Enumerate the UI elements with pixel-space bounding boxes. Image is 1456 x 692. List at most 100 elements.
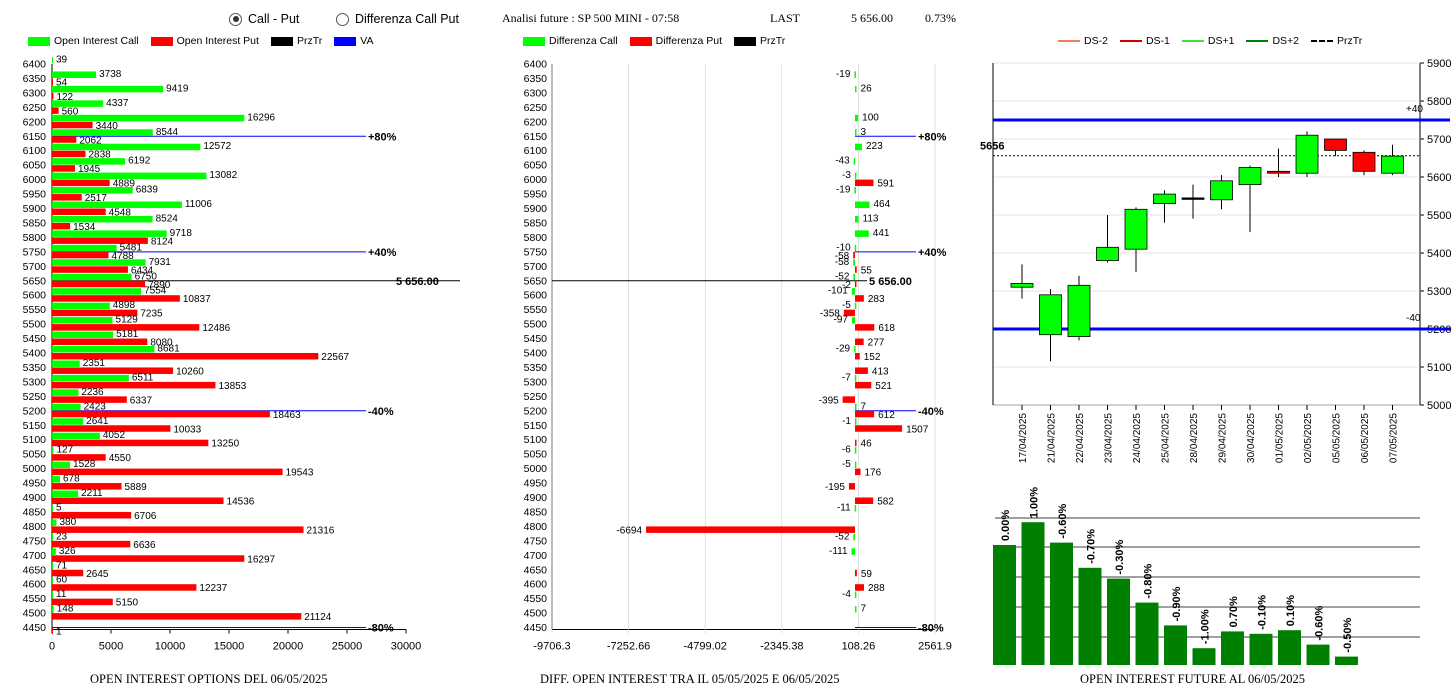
radio-call-put[interactable]: Call - Put [229, 12, 299, 26]
y-tick-label: 4650 [23, 564, 47, 576]
oi-bar-label: -0.50% [1342, 618, 1354, 653]
radio-diff[interactable]: Differenza Call Put [336, 12, 459, 26]
y-tick-label: 5250 [524, 391, 548, 403]
legend-label-ds-m2: DS-2 [1084, 35, 1108, 47]
bar-diff-call-label: -52 [835, 271, 850, 282]
x-tick-label: 25000 [332, 641, 363, 653]
bar-call [52, 57, 53, 64]
y-tick-label: 5450 [23, 333, 47, 345]
bar-call [52, 114, 245, 122]
radio-call-put-dot[interactable] [229, 12, 242, 26]
bar-call [52, 201, 182, 208]
bar-call-label: 9419 [166, 83, 189, 94]
legend-item-put: Open Interest Put [150, 35, 259, 47]
legend-item-call: Open Interest Call [28, 35, 139, 47]
y-tick-label: 6150 [23, 131, 47, 143]
bar-call-label: 8524 [156, 213, 179, 224]
oi-bar [1192, 648, 1216, 665]
bar-diff-call-label: -43 [835, 156, 850, 167]
va-line-label: -80% [368, 623, 394, 635]
bar-call [52, 490, 79, 497]
candle-body [1324, 138, 1347, 151]
bar-diff-call-label: -6 [842, 445, 851, 456]
bar-diff-put-label: 591 [877, 179, 894, 190]
y-tick-label: 4600 [23, 579, 47, 591]
y-tick-label: 6200 [23, 116, 47, 128]
bar-put-label: 21124 [304, 612, 332, 623]
bar-diff-call [851, 288, 856, 295]
bar-diff-put-label: 46 [861, 439, 873, 450]
oi-bar [1278, 630, 1301, 665]
bar-put-label: 7235 [140, 309, 163, 320]
bar-call [52, 273, 132, 281]
bar-call-label: 2641 [86, 416, 109, 427]
bar-diff-put [855, 381, 872, 389]
bar-put-label: 4550 [109, 453, 132, 464]
bar-put-label: 4548 [109, 208, 132, 219]
candle-body [1096, 246, 1119, 262]
bar-call-label: 4898 [113, 300, 136, 311]
bar-diff-call [851, 317, 856, 324]
radio-call-put-label: Call - Put [248, 12, 300, 26]
va-line-label: +80% [368, 131, 397, 143]
bar-diff-call [853, 533, 856, 541]
bar-call-label: 23 [56, 531, 68, 542]
oi-bar [1050, 542, 1073, 665]
bar-call-label: 127 [56, 445, 73, 456]
bar-diff-put [646, 526, 856, 533]
bar-call [52, 577, 53, 584]
y-tick-label: 5750 [23, 246, 47, 258]
x-tick-label: -9706.3 [533, 641, 570, 653]
bar-call [52, 187, 133, 194]
bar-diff-call-label: 223 [866, 141, 883, 152]
bar-put [52, 569, 84, 577]
bar-diff-call-label: 26 [861, 83, 873, 94]
x-tick-label: 06/05/2025 [1360, 413, 1371, 463]
bar-put-label: 3440 [96, 121, 119, 132]
x-tick-label: 30000 [391, 641, 422, 653]
radio-diff-dot[interactable] [336, 12, 349, 26]
y-tick-label: 5850 [524, 217, 548, 229]
x-tick-label: 10000 [155, 641, 186, 653]
bar-put [52, 92, 54, 100]
bar-put [52, 627, 53, 635]
bar-call-label: 2211 [81, 488, 103, 499]
y-tick-label: 5700 [1427, 134, 1451, 146]
bar-put-label: 2838 [88, 150, 111, 161]
bar-put [52, 194, 82, 201]
y-tick-label: 5450 [524, 333, 548, 345]
bar-diff-call-label: -58 [835, 257, 850, 268]
va-line-label: -40% [918, 406, 944, 418]
oi-bar-label: -0.30% [1114, 540, 1126, 575]
bar-diff-put [843, 309, 856, 317]
oi-bar-label: -1.00% [1200, 609, 1212, 644]
legend-right: DS-2 DS-1 DS+1 DS+2 PrzTr [1058, 35, 1362, 47]
bar-put-label: 19543 [286, 468, 314, 479]
x-tick-label: 02/05/2025 [1303, 413, 1314, 463]
bar-call [52, 172, 207, 180]
bar-put-label: 12237 [199, 583, 227, 594]
bar-call-label: 678 [63, 474, 80, 485]
bar-call [52, 374, 129, 382]
y-tick-label: 6150 [524, 131, 548, 143]
candle-body [1124, 208, 1148, 250]
bar-put [52, 280, 146, 288]
y-tick-label: 6250 [524, 102, 548, 114]
oi-bar-label: 0.10% [1285, 595, 1297, 626]
bar-diff-put [853, 251, 856, 259]
x-tick-label: 5000 [99, 641, 123, 653]
va-line-label: -80% [918, 623, 944, 635]
y-tick-label: 5750 [524, 246, 548, 258]
bar-call [52, 519, 57, 526]
y-tick-label: 4750 [23, 535, 47, 547]
legend-swatch-prztr [270, 36, 293, 46]
oi-bar [1306, 644, 1330, 665]
x-tick-label: -7252.66 [607, 641, 650, 653]
bar-diff-put [855, 367, 868, 374]
oi-bar-label: 0.70% [1228, 596, 1240, 627]
y-tick-label: 5050 [524, 449, 548, 461]
bar-put-label: 560 [62, 106, 79, 117]
bar-call-label: 4337 [106, 98, 129, 109]
bar-call [52, 461, 71, 469]
y-tick-label: 5150 [23, 420, 47, 432]
